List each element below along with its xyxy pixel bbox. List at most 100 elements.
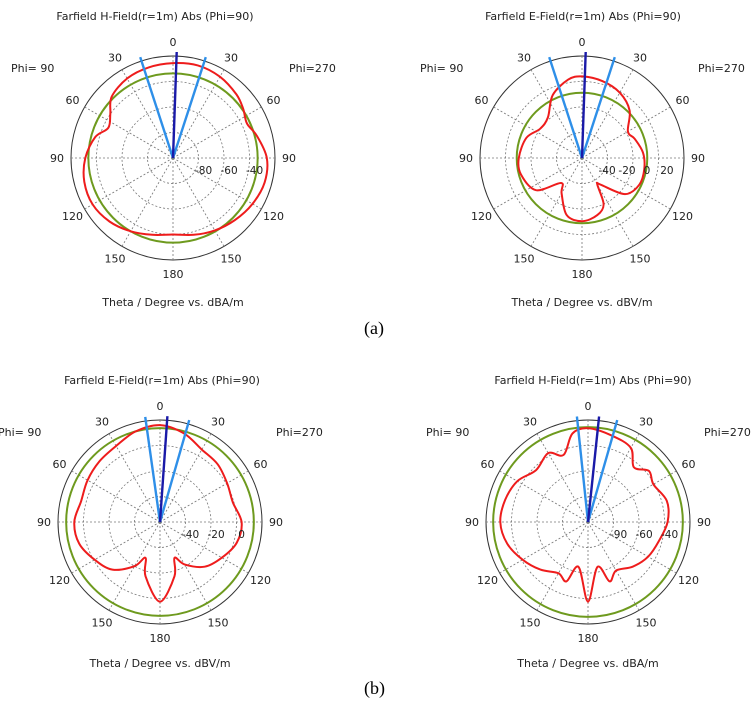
beamwidth-line <box>171 56 207 159</box>
reference-circle <box>492 426 684 618</box>
grid-ring <box>511 445 665 599</box>
grid-ring <box>121 106 225 210</box>
grid-spoke <box>121 157 174 247</box>
grid-spoke <box>530 69 583 159</box>
beamwidth-line <box>144 416 162 523</box>
radial-tick-label: -40 <box>246 165 263 177</box>
angle-tick-label: 90 <box>691 152 705 165</box>
main-lobe-direction-line <box>158 416 169 523</box>
grid-spoke <box>587 521 677 574</box>
phi-right-label: Phi=270 <box>704 426 751 439</box>
angle-tick-label: 180 <box>163 268 184 281</box>
angle-tick-label: 120 <box>678 574 699 587</box>
grid-spoke <box>581 157 671 210</box>
angle-tick-label: 90 <box>459 152 473 165</box>
grid-spoke <box>71 470 161 523</box>
angle-tick-label: 150 <box>636 616 657 629</box>
grid-spoke <box>587 470 677 523</box>
grid-spoke <box>108 433 161 523</box>
angle-tick-label: 0 <box>170 36 177 49</box>
grid-spoke <box>108 521 161 611</box>
outer-ring <box>485 419 691 625</box>
angle-tick-label: 180 <box>572 268 593 281</box>
grid-ring <box>556 132 608 184</box>
angle-tick-label: 30 <box>517 52 531 65</box>
radiation-pattern-line <box>499 427 670 603</box>
radiation-pattern-line <box>517 75 646 223</box>
radial-tick-label: -60 <box>221 165 238 177</box>
beamwidth-line <box>139 56 175 159</box>
angle-tick-label: 30 <box>224 52 238 65</box>
radial-tick-label: -90 <box>610 529 627 541</box>
grid-spoke <box>493 106 583 159</box>
angle-tick-label: 30 <box>523 416 537 429</box>
grid-spoke <box>172 157 262 210</box>
radial-tick-label: -80 <box>195 165 212 177</box>
beamwidth-line <box>548 56 584 159</box>
angle-tick-label: 150 <box>221 252 242 265</box>
axis-label: Theta / Degree vs. dBA/m <box>516 657 658 670</box>
main-lobe-direction-line <box>580 51 587 159</box>
grid-spoke <box>499 521 589 574</box>
angle-tick-label: 60 <box>681 458 695 471</box>
beamwidth-line <box>158 419 191 523</box>
axis-label: Theta / Degree vs. dBA/m <box>101 296 243 309</box>
grid-spoke <box>581 106 671 159</box>
angle-tick-label: 90 <box>50 152 64 165</box>
angle-tick-label: 60 <box>253 458 267 471</box>
angle-tick-label: 60 <box>475 94 489 107</box>
angle-tick-label: 150 <box>105 252 126 265</box>
grid-ring <box>562 496 614 548</box>
angle-tick-label: 0 <box>157 400 164 413</box>
grid-ring <box>83 445 237 599</box>
angle-tick-label: 120 <box>477 574 498 587</box>
angle-tick-label: 150 <box>520 616 541 629</box>
angle-tick-label: 180 <box>578 632 599 645</box>
radial-tick-label: 20 <box>660 165 673 177</box>
angle-tick-label: 90 <box>465 516 479 529</box>
axis-label: Theta / Degree vs. dBV/m <box>510 296 652 309</box>
phi-right-label: Phi=270 <box>698 62 745 75</box>
angle-tick-label: 30 <box>639 416 653 429</box>
main-lobe-direction-line <box>586 416 601 523</box>
grid-ring <box>536 470 640 574</box>
grid-spoke <box>172 106 262 159</box>
angle-tick-label: 120 <box>263 210 284 223</box>
radial-tick-label: -40 <box>661 529 678 541</box>
grid-spoke <box>587 521 640 611</box>
radial-tick-label: -20 <box>208 529 225 541</box>
axis-label: Theta / Degree vs. dBV/m <box>88 657 230 670</box>
angle-tick-label: 150 <box>514 252 535 265</box>
angle-tick-label: 30 <box>633 52 647 65</box>
beamwidth-line <box>575 416 590 523</box>
phi-right-label: Phi=270 <box>276 426 323 439</box>
reference-circle <box>515 91 649 225</box>
angle-tick-label: 150 <box>208 616 229 629</box>
radial-tick-label: -40 <box>599 165 616 177</box>
grid-spoke <box>84 157 174 210</box>
reference-circle <box>65 427 255 617</box>
grid-spoke <box>159 521 212 611</box>
angle-tick-label: 60 <box>66 94 80 107</box>
angle-tick-label: 60 <box>675 94 689 107</box>
grid-spoke <box>499 470 589 523</box>
radial-tick-label: 0 <box>238 529 245 541</box>
radial-tick-label: -40 <box>182 529 199 541</box>
grid-ring <box>530 106 634 210</box>
chart-title: Farfield E-Field(r=1m) Abs (Phi=90) <box>64 374 260 387</box>
angle-tick-label: 150 <box>92 616 113 629</box>
angle-tick-label: 0 <box>579 36 586 49</box>
radial-tick-label: 0 <box>644 165 651 177</box>
grid-ring <box>134 496 186 548</box>
caption-b: (b) <box>364 678 385 698</box>
phi-left-label: Phi= 90 <box>426 426 469 439</box>
grid-spoke <box>587 433 640 523</box>
grid-spoke <box>530 157 583 247</box>
radiation-pattern-line <box>82 62 269 237</box>
angle-tick-label: 120 <box>250 574 271 587</box>
angle-tick-label: 120 <box>49 574 70 587</box>
angle-tick-label: 0 <box>585 400 592 413</box>
angle-tick-label: 90 <box>282 152 296 165</box>
angle-tick-label: 60 <box>481 458 495 471</box>
caption-a: (a) <box>364 318 384 338</box>
